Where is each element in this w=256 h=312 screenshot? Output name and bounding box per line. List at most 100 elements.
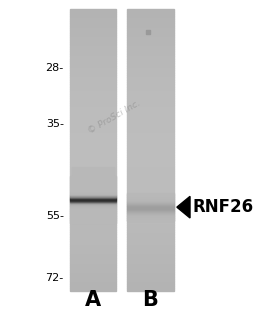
Bar	[127, 216, 174, 218]
Bar	[70, 270, 116, 272]
Bar	[127, 212, 174, 213]
Bar	[70, 198, 116, 199]
Bar	[127, 286, 174, 288]
Bar	[127, 173, 174, 176]
Bar	[70, 115, 116, 117]
Bar	[72, 231, 114, 232]
Bar	[70, 220, 116, 221]
Bar	[127, 192, 174, 194]
Bar	[127, 220, 174, 221]
Bar	[70, 105, 116, 108]
Bar	[70, 98, 116, 101]
Bar	[72, 169, 114, 170]
Bar	[72, 194, 114, 195]
Bar	[127, 204, 174, 205]
Bar	[70, 221, 116, 222]
Bar	[127, 150, 174, 152]
Bar	[127, 91, 174, 94]
Bar	[70, 70, 116, 73]
Bar	[72, 229, 114, 230]
Bar	[70, 176, 116, 177]
Bar	[70, 14, 116, 16]
Bar	[70, 129, 116, 131]
Bar	[70, 23, 116, 26]
Bar	[70, 211, 116, 213]
Bar	[70, 191, 116, 192]
Bar	[70, 207, 116, 208]
Bar	[70, 166, 116, 169]
Bar	[127, 98, 174, 101]
Bar	[127, 23, 174, 26]
Bar	[127, 213, 174, 216]
Bar	[70, 223, 116, 225]
Bar	[127, 143, 174, 145]
Bar	[70, 162, 116, 164]
Bar	[70, 286, 116, 288]
Bar	[70, 103, 116, 105]
Bar	[70, 101, 116, 103]
Bar	[70, 197, 116, 199]
Bar	[127, 89, 174, 91]
Bar	[72, 217, 114, 218]
Bar	[70, 28, 116, 30]
Bar	[127, 251, 174, 253]
Bar	[127, 49, 174, 51]
Bar	[70, 181, 116, 182]
Bar	[127, 33, 174, 35]
Bar	[127, 178, 174, 180]
Bar	[70, 203, 116, 204]
Bar	[72, 221, 114, 222]
Bar	[72, 197, 114, 198]
Bar	[72, 170, 114, 171]
Bar	[127, 200, 174, 201]
Bar	[70, 91, 116, 94]
Bar	[70, 173, 116, 176]
Bar	[127, 194, 174, 195]
Bar	[127, 203, 174, 204]
Bar	[70, 195, 116, 196]
Bar	[72, 185, 114, 186]
Bar	[127, 68, 174, 70]
Bar	[70, 256, 116, 258]
Bar	[70, 136, 116, 138]
Bar	[70, 131, 116, 134]
Bar	[72, 212, 114, 213]
Bar	[72, 222, 114, 223]
Polygon shape	[177, 196, 190, 218]
Bar	[70, 134, 116, 136]
Bar	[127, 26, 174, 28]
Bar	[127, 183, 174, 185]
Bar	[127, 258, 174, 260]
Bar	[72, 181, 114, 182]
Bar	[72, 226, 114, 227]
Bar	[70, 190, 116, 192]
Bar	[127, 75, 174, 77]
Bar	[72, 225, 114, 226]
Bar	[127, 16, 174, 19]
Bar	[127, 218, 174, 219]
Text: B: B	[143, 290, 158, 310]
Bar	[127, 40, 174, 42]
Bar	[127, 138, 174, 141]
Text: RNF26: RNF26	[192, 198, 253, 216]
Bar	[127, 210, 174, 211]
Bar	[127, 77, 174, 80]
Bar	[127, 47, 174, 49]
Bar	[127, 188, 174, 190]
Bar	[127, 195, 174, 196]
Bar	[70, 178, 116, 179]
Bar	[72, 195, 114, 196]
Bar	[70, 225, 116, 227]
Bar	[70, 177, 116, 178]
Bar	[72, 167, 114, 168]
Bar	[127, 237, 174, 239]
Bar	[70, 148, 116, 150]
Bar	[72, 193, 114, 194]
Bar	[70, 253, 116, 256]
Bar	[70, 176, 116, 178]
Bar	[70, 117, 116, 119]
Bar	[127, 206, 174, 207]
Bar	[70, 239, 116, 241]
Bar	[72, 200, 114, 201]
Bar	[70, 19, 116, 21]
